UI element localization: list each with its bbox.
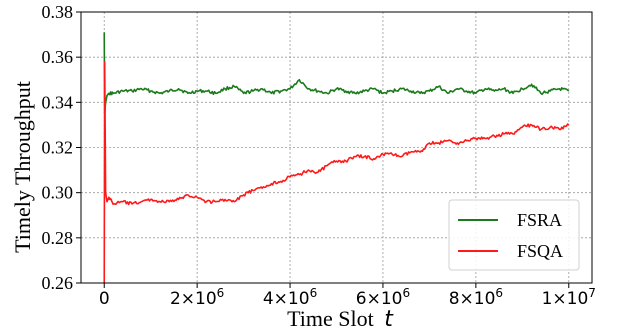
series-lines xyxy=(103,32,570,284)
legend-box xyxy=(448,199,580,271)
y-axis-label: Timely Throughput xyxy=(10,81,35,253)
x-axis-label: Time Slot t xyxy=(287,306,394,332)
x-tick-label-2: 4×106 xyxy=(263,286,317,309)
y-tick-label-3: 0.32 xyxy=(42,138,74,158)
x-tick-label-3: 6×106 xyxy=(356,286,410,309)
x-tick-label-0: 0 xyxy=(99,289,110,309)
x-axis-ticks: 0 2×106 4×106 6×106 8×106 1×107 xyxy=(99,283,596,309)
y-tick-label-0: 0.26 xyxy=(42,273,74,293)
legend-label-fsra: FSRA xyxy=(517,210,562,230)
y-tick-label-1: 0.28 xyxy=(42,228,74,248)
x-axis-label-variable: t xyxy=(384,307,394,332)
y-tick-label-2: 0.30 xyxy=(42,183,74,203)
x-tick-label-4: 8×106 xyxy=(449,286,503,309)
legend: FSRA FSQA xyxy=(448,199,580,271)
y-tick-label-6: 0.38 xyxy=(42,2,74,22)
y-axis-ticks: 0.26 0.28 0.30 0.32 0.34 0.36 0.38 xyxy=(42,2,81,293)
series-line-fsqa xyxy=(103,60,570,284)
x-axis-label-text: Time Slot xyxy=(287,306,374,331)
x-tick-label-5: 1×107 xyxy=(542,286,596,309)
y-tick-label-5: 0.36 xyxy=(42,47,74,67)
y-tick-label-4: 0.34 xyxy=(42,92,74,112)
legend-label-fsqa: FSQA xyxy=(517,241,563,261)
series-line-fsra xyxy=(103,32,570,115)
x-tick-label-1: 2×106 xyxy=(170,286,224,309)
